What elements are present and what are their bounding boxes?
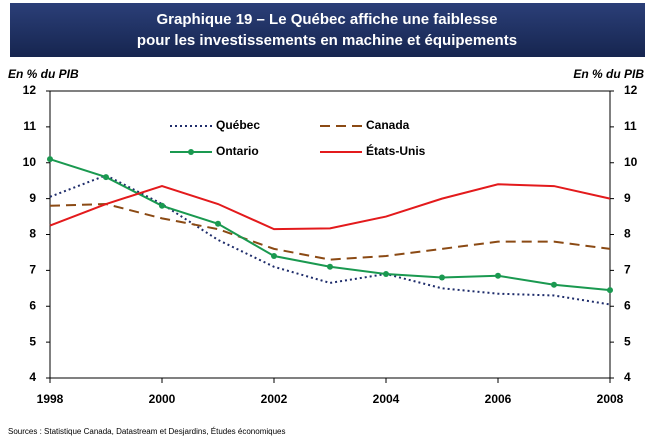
legend-label: États-Unis xyxy=(366,143,426,158)
x-tick-label: 2008 xyxy=(597,392,624,406)
series-line xyxy=(49,158,611,292)
legend-label: Canada xyxy=(366,118,410,132)
y2-tick-label: 12 xyxy=(624,83,638,97)
x-tick-label: 1998 xyxy=(37,392,64,406)
y2-tick-label: 6 xyxy=(624,298,631,312)
y-tick-label: 10 xyxy=(23,155,37,169)
chart-title: Graphique 19 – Le Québec affiche une fai… xyxy=(157,11,498,28)
y2-tick-label: 10 xyxy=(624,155,638,169)
legend-label: Québec xyxy=(216,118,260,132)
series-marker xyxy=(327,263,333,270)
series-marker xyxy=(383,270,389,277)
y-tick-label: 11 xyxy=(23,119,36,133)
series-marker xyxy=(551,281,557,288)
x-tick-label: 2000 xyxy=(149,392,176,406)
series-marker xyxy=(159,202,165,209)
series-marker xyxy=(607,287,613,294)
y2-tick-label: 9 xyxy=(624,191,631,205)
x-tick-label: 2006 xyxy=(485,392,512,406)
series-line xyxy=(49,183,611,231)
legend-marker xyxy=(188,149,194,155)
y-tick-label: 5 xyxy=(29,334,36,348)
y-axis-label: En % du PIB xyxy=(8,67,79,81)
series-marker xyxy=(271,253,277,260)
y2-tick-label: 7 xyxy=(624,263,631,277)
y-tick-label: 6 xyxy=(29,298,36,312)
x-tick-label: 2004 xyxy=(373,392,400,406)
y2-tick-label: 4 xyxy=(624,370,631,384)
title-banner xyxy=(10,3,645,57)
y-tick-label: 4 xyxy=(29,370,36,384)
legend-label: Ontario xyxy=(216,144,259,158)
y-tick-label: 12 xyxy=(23,83,37,97)
series-marker xyxy=(495,272,501,279)
y2-tick-label: 11 xyxy=(624,119,637,133)
series-marker xyxy=(215,220,221,227)
plot-frame xyxy=(49,90,611,379)
series-marker xyxy=(47,156,53,163)
series-line xyxy=(49,203,611,261)
series-marker xyxy=(103,174,109,181)
series-marker xyxy=(439,274,445,281)
x-tick-label: 2002 xyxy=(261,392,288,406)
y-tick-label: 8 xyxy=(29,227,36,241)
y-tick-label: 9 xyxy=(29,191,36,205)
series-line xyxy=(49,174,611,306)
y2-tick-label: 5 xyxy=(624,334,631,348)
source-note: Sources : Statistique Canada, Datastream… xyxy=(8,427,285,436)
y2-tick-label: 8 xyxy=(624,227,631,241)
y2-axis-label: En % du PIB xyxy=(573,67,644,81)
y-tick-label: 7 xyxy=(29,263,36,277)
chart-title: pour les investissements en machine et é… xyxy=(137,32,517,49)
